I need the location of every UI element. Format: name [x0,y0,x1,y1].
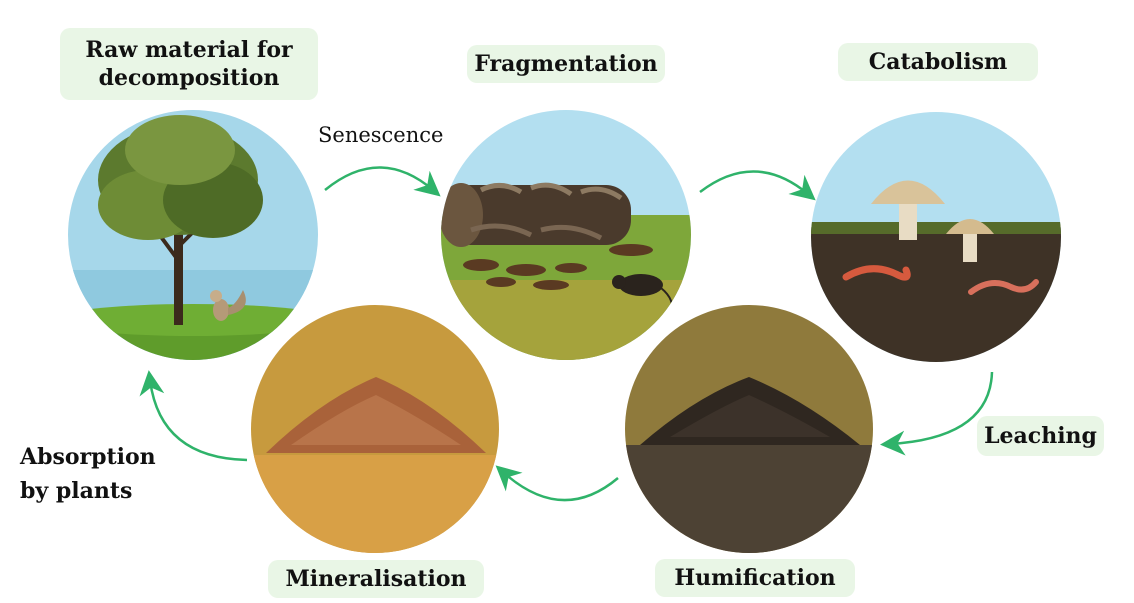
label-senescence: Senescence [318,123,444,147]
raw-material-image [68,110,318,360]
rat-icon [612,274,674,316]
tree-icon [98,115,263,325]
mushroom-icon [871,180,994,262]
arrow-humification-to-mineralisation [495,465,619,502]
soil-pile-icon [640,377,860,445]
squirrel-icon [210,290,246,321]
fragmentation-image [441,110,691,360]
humification-image [625,305,873,553]
arrow-leaching [880,371,994,456]
label-raw-material: Raw material for decomposition [60,28,318,100]
label-catabolism: Catabolism [838,43,1038,81]
label-humification: Humification [655,559,855,597]
label-leaching: Leaching [977,416,1104,456]
label-fragmentation: Fragmentation [467,45,665,83]
mineralisation-image [251,305,499,553]
label-mineralisation: Mineralisation [268,560,484,598]
arrow-absorption [139,370,248,462]
label-absorption: Absorption by plants [20,444,156,504]
arrow-fragmentation-to-catabolism [699,170,816,201]
catabolism-image [811,112,1061,362]
log-with-fungi-icon [441,182,631,247]
soil-pile-icon [266,377,486,453]
earthworm-icon [842,265,1039,295]
arrow-senescence [324,166,441,197]
